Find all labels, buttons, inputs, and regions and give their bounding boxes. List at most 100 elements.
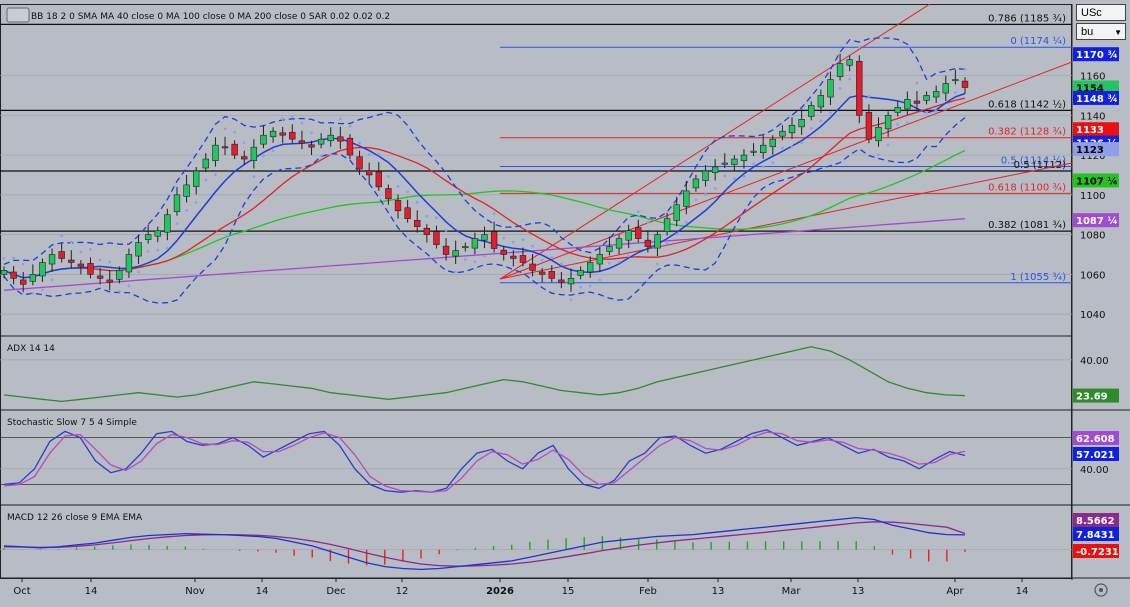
fib-level-label: 0.5 (1114 ¼)	[1001, 155, 1066, 167]
candle	[827, 71, 834, 105]
candle-body	[279, 132, 286, 136]
sar-dot	[579, 285, 582, 289]
sar-dot	[98, 258, 102, 262]
price-tick-label: 1080	[1080, 231, 1105, 242]
sar-dot	[41, 288, 44, 292]
sar-dot	[848, 77, 852, 81]
sar-dot	[781, 146, 784, 150]
sar-dot	[79, 250, 83, 254]
candle-body	[125, 254, 133, 273]
chart-style-select[interactable]: bu ▼	[1076, 23, 1126, 40]
sar-dot	[165, 246, 169, 250]
candle	[375, 162, 382, 191]
candle	[346, 134, 354, 160]
candle	[798, 109, 805, 135]
sar-dot	[694, 198, 698, 202]
candle	[144, 224, 152, 244]
sar-dot	[156, 248, 160, 252]
time-tick-label: 12	[396, 586, 409, 597]
style-value: bu	[1081, 26, 1094, 38]
fib-level-label: 0.618 (1100 ¾)	[988, 182, 1066, 193]
candle-body	[510, 255, 517, 259]
candle-body	[644, 239, 652, 247]
candle-body	[740, 154, 748, 161]
candle-body	[721, 162, 728, 165]
sar-dot	[271, 149, 275, 153]
sar-dot	[348, 124, 352, 128]
candle-body	[414, 219, 421, 227]
candle-body	[548, 271, 555, 279]
sar-dot	[559, 262, 563, 266]
sar-dot	[502, 236, 506, 240]
sar-dot	[367, 153, 371, 157]
candle	[519, 247, 527, 267]
fib-level-label: 1 (1055 ¾)	[1010, 272, 1066, 283]
symbol-value: USc	[1081, 7, 1102, 19]
candle-body	[711, 166, 719, 173]
candle-body	[942, 83, 949, 94]
candle	[269, 127, 277, 143]
candle	[414, 210, 421, 233]
candle-body	[779, 130, 786, 137]
chart-frame	[0, 4, 1072, 579]
candle-body	[731, 158, 738, 165]
price-tick-label: 1100	[1080, 191, 1105, 202]
symbol-select[interactable]: USc	[1076, 4, 1126, 21]
candle-body	[808, 105, 815, 117]
candle	[769, 135, 776, 155]
candle	[577, 266, 584, 280]
candle	[913, 91, 921, 112]
time-tick-label: 14	[256, 586, 269, 597]
price-tick-label: 1140	[1080, 111, 1105, 122]
candle-body	[817, 95, 825, 108]
sar-dot	[598, 278, 602, 282]
candle-body	[932, 91, 940, 98]
sar-dot	[194, 200, 198, 204]
candle-body	[298, 140, 306, 144]
stoch-title: Stochastic Slow 7 5 4 Simple	[7, 418, 137, 428]
candle	[596, 246, 604, 272]
candle-body	[269, 130, 277, 138]
candle	[625, 224, 632, 249]
sar-dot	[550, 256, 554, 259]
back-button[interactable]	[6, 7, 30, 23]
sar-dot	[300, 121, 304, 125]
sar-dot	[675, 232, 679, 236]
candle-body	[154, 230, 161, 237]
price-tick-label: 1040	[1080, 310, 1105, 321]
candle	[106, 269, 113, 291]
indicators-legend: BB 18 2 0 SMA MA 40 close 0 MA 100 close…	[31, 12, 390, 22]
sar-dot	[656, 262, 659, 266]
candle	[337, 126, 344, 150]
candle	[558, 271, 565, 289]
candle-body	[692, 178, 700, 189]
candle-body	[462, 246, 469, 249]
sar-dot	[704, 193, 707, 196]
channel-mid-trendline	[499, 61, 1072, 280]
time-tick-label: Dec	[326, 586, 345, 597]
sar-dot	[617, 260, 621, 264]
candle	[961, 77, 969, 94]
sar-dot	[829, 111, 832, 115]
sar-dot	[492, 212, 496, 216]
sar-dot	[684, 220, 688, 224]
candle	[442, 238, 450, 261]
candle	[164, 208, 171, 241]
candle	[29, 264, 37, 286]
candle-body	[385, 188, 392, 200]
sar-dot	[857, 45, 861, 49]
sar-dot	[2, 257, 6, 260]
price-tag-label: 1170 ¾	[1076, 50, 1118, 61]
settings-icon[interactable]	[1094, 583, 1108, 597]
sar-dot	[809, 126, 813, 130]
fib-level-label: 0.382 (1128 ¾)	[988, 127, 1066, 138]
candle-body	[260, 134, 267, 145]
candle-body	[173, 194, 181, 213]
sar-dot	[838, 87, 842, 90]
candle-body	[433, 231, 440, 245]
sar-dot	[338, 117, 342, 121]
candle-body	[241, 156, 248, 160]
sar-dot	[886, 143, 890, 147]
